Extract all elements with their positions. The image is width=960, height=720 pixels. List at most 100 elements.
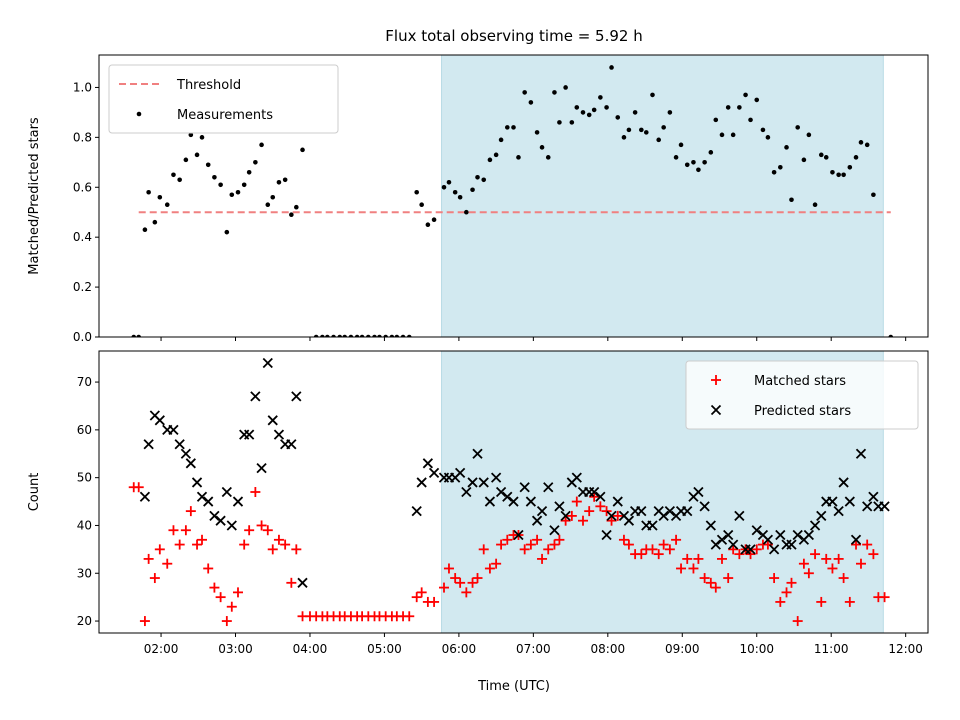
data-point — [664, 544, 675, 555]
data-point — [765, 135, 771, 140]
data-point — [838, 477, 849, 488]
data-point — [647, 544, 658, 555]
data-point — [209, 510, 220, 522]
data-point — [862, 539, 873, 550]
data-point — [713, 117, 719, 123]
data-point — [723, 529, 734, 541]
data-point — [554, 534, 565, 545]
data-point — [495, 486, 507, 498]
data-point-d2 — [495, 486, 507, 498]
data-point — [224, 229, 230, 235]
data-point-d2 — [705, 520, 716, 531]
legend-label: Measurements — [177, 108, 273, 123]
x-tick-label: 05:00 — [367, 642, 402, 656]
data-point — [862, 501, 873, 512]
data-point — [256, 462, 267, 474]
data-point — [256, 520, 267, 531]
data-point — [864, 142, 870, 148]
data-point — [743, 92, 748, 98]
data-point — [472, 573, 483, 584]
data-point — [414, 189, 420, 195]
y-tick-label: 0.2 — [73, 280, 92, 294]
data-point — [197, 534, 208, 545]
data-point — [673, 155, 679, 160]
data-point — [734, 510, 745, 522]
y-tick-label: 0.0 — [73, 330, 92, 344]
data-point — [203, 563, 214, 574]
data-point — [838, 573, 849, 584]
data-point — [215, 592, 226, 603]
data-point-d2 — [816, 510, 827, 522]
data-point — [516, 155, 521, 160]
data-point-d2 — [191, 477, 203, 488]
data-point-d2 — [461, 486, 472, 498]
data-point-d2 — [601, 529, 612, 541]
data-point — [133, 482, 144, 493]
data-point — [569, 120, 575, 125]
data-point — [844, 496, 855, 507]
legend: Threshold Measurements — [108, 64, 339, 134]
data-point — [454, 467, 466, 479]
data-point — [623, 515, 635, 526]
data-point — [792, 529, 803, 541]
data-point — [879, 592, 890, 603]
data-point — [632, 110, 638, 115]
data-point — [688, 563, 699, 574]
data-point — [149, 573, 160, 584]
data-point — [549, 539, 560, 550]
data-point-d2 — [734, 510, 745, 522]
data-point-d2 — [618, 510, 630, 522]
data-point — [643, 130, 649, 135]
data-point — [139, 616, 150, 627]
data-point — [855, 448, 867, 459]
data-point — [154, 544, 165, 555]
data-point — [478, 477, 489, 488]
legend: Matched stars Predicted stars — [685, 360, 919, 430]
data-point — [676, 563, 687, 574]
data-point — [745, 549, 756, 560]
data-point — [528, 100, 534, 105]
data-point-d2 — [653, 505, 664, 517]
y-tick-label: 0.6 — [73, 180, 92, 194]
data-point-d2 — [168, 424, 179, 436]
data-point — [180, 525, 191, 536]
data-point — [164, 202, 170, 208]
data-point — [232, 496, 244, 507]
data-point — [282, 177, 288, 183]
data-point — [823, 155, 829, 160]
data-point — [491, 558, 502, 569]
data-point — [276, 179, 282, 185]
data-point — [174, 439, 185, 450]
data-point — [457, 194, 463, 200]
data-point — [792, 616, 803, 627]
data-point — [589, 491, 600, 502]
data-point-d2 — [658, 510, 669, 522]
data-point — [816, 596, 827, 607]
data-point — [751, 525, 762, 536]
data-point — [531, 515, 543, 526]
data-point — [205, 162, 211, 168]
data-point-d2 — [751, 525, 762, 536]
data-point — [337, 334, 343, 337]
data-point — [855, 558, 866, 569]
y-axis-label: Count — [27, 473, 42, 512]
data-point — [836, 172, 841, 178]
data-point — [422, 458, 434, 469]
data-point-d2 — [855, 448, 867, 459]
data-point — [519, 482, 530, 493]
data-point — [810, 549, 821, 560]
data-point — [188, 132, 194, 138]
y-tick-label: 50 — [77, 471, 92, 485]
data-point-d2 — [595, 491, 606, 502]
data-point — [366, 334, 371, 337]
data-point — [226, 520, 237, 531]
y-tick-label: 20 — [77, 614, 92, 628]
data-point — [441, 184, 447, 190]
data-point — [716, 553, 727, 564]
data-point — [143, 553, 154, 564]
data-point — [221, 486, 232, 498]
data-point — [273, 429, 285, 440]
data-point — [748, 117, 753, 123]
x-axis-label: Time (UTC) — [477, 679, 550, 694]
data-point-d2 — [209, 510, 220, 522]
